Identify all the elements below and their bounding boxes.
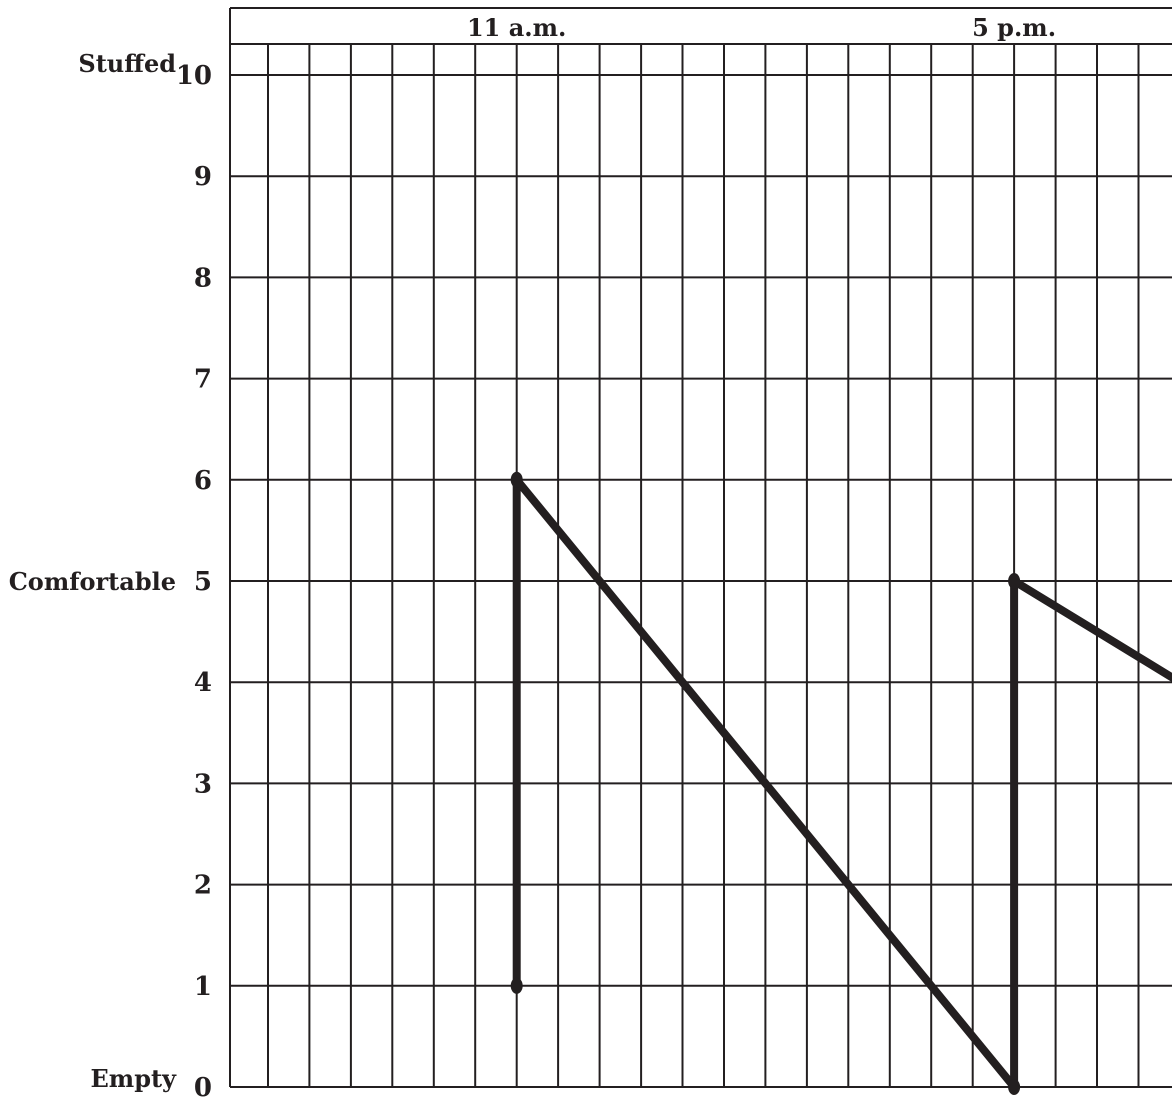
fullness-series xyxy=(510,471,1172,1095)
data-point xyxy=(510,977,523,994)
data-point xyxy=(1008,1079,1021,1095)
y-tick-label: 4 xyxy=(194,668,212,698)
x-axis-ticks: 11 a.m.5 p.m.Midnight xyxy=(467,13,1056,42)
data-point xyxy=(510,471,523,488)
y-tick-label: 9 xyxy=(194,162,212,192)
x-tick-label: 5 p.m. xyxy=(972,13,1056,42)
series-line xyxy=(512,475,1172,1091)
y-tick-label: 2 xyxy=(194,871,212,901)
y-descriptor-label: Comfortable xyxy=(9,567,176,596)
y-tick-label: 7 xyxy=(194,365,212,395)
y-axis-descriptors: Stuffed Comfortable Empty xyxy=(9,49,177,1093)
y-tick-label: 0 xyxy=(194,1073,212,1101)
y-tick-label: 8 xyxy=(194,263,212,293)
x-tick-label: 11 a.m. xyxy=(467,13,566,42)
y-descriptor-label: Empty xyxy=(91,1064,178,1093)
chart-grid xyxy=(229,7,1172,1088)
y-axis-ticks: 0 1 2 3 4 5 6 7 8 9 10 xyxy=(176,61,212,1101)
y-tick-label: 10 xyxy=(176,61,212,91)
data-point xyxy=(1008,573,1021,589)
y-descriptor-label: Stuffed xyxy=(78,49,176,78)
y-tick-label: 1 xyxy=(194,972,212,1002)
y-tick-label: 6 xyxy=(194,466,212,496)
y-tick-label: 5 xyxy=(194,567,212,597)
y-tick-label: 3 xyxy=(194,769,212,799)
